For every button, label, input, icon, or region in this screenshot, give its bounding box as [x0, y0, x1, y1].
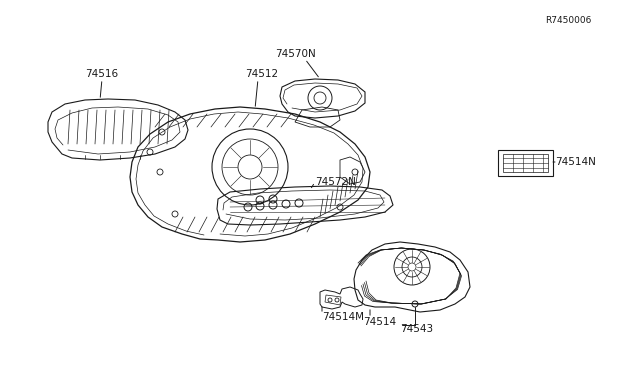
Text: 74514N: 74514N [555, 157, 596, 167]
Text: 74514: 74514 [363, 317, 396, 327]
Text: 74512: 74512 [245, 69, 278, 79]
Text: 74514M: 74514M [322, 312, 364, 322]
Text: 74543: 74543 [400, 324, 433, 334]
Text: 74516: 74516 [85, 69, 118, 79]
Text: 74572N: 74572N [315, 177, 356, 187]
Text: R7450006: R7450006 [545, 16, 591, 25]
Text: 74570N: 74570N [275, 49, 316, 59]
